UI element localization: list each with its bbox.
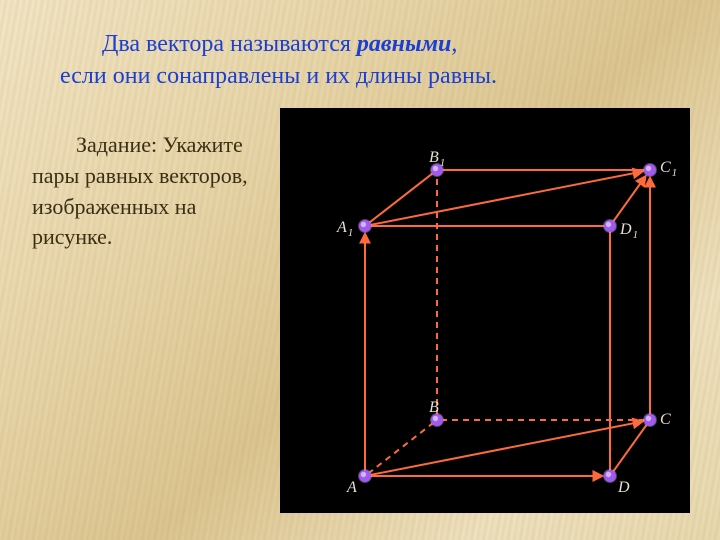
task-lead: Задание: [76,132,157,157]
heading-emph: равными [357,31,452,57]
vertex-D [603,469,617,483]
task-text: Задание: Укажите пары равных векторов, и… [32,130,272,253]
vertex-A [358,469,372,483]
edge-D-C [612,423,647,472]
vertex-label-A1: A1 [336,219,353,239]
vertex-label-A: A [346,479,357,496]
edge-A-C [369,422,642,476]
heading-line2: если они сонаправлены и их длины равны. [60,63,497,89]
edge-A1-B1 [368,172,434,223]
cube-figure: ADCBA1D1C1B1 [280,108,690,513]
vertex-C [643,413,657,427]
vertex-C1 [643,163,657,177]
cube-svg: ADCBA1D1C1B1 [280,108,690,513]
heading-part1: Два вектора называются [102,31,357,57]
edge-A-B [368,422,434,473]
vertex-label-D1: D1 [619,221,638,241]
edge-A1-C1 [369,172,642,226]
vertex-label-D: D [617,479,630,496]
vertex-label-B: B [429,399,439,416]
vertex-label-C1: C1 [660,159,677,179]
vertex-D1 [603,219,617,233]
heading-part2: , [451,31,457,57]
vertex-A1 [358,219,372,233]
definition-heading: Два вектора называются равными, если они… [60,28,680,93]
vertex-label-C: C [660,411,671,428]
edge-D1-C1 [612,177,645,223]
